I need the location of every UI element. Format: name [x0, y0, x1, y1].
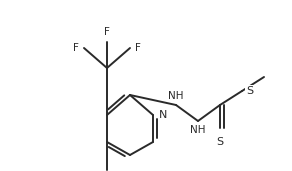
Text: S: S	[246, 86, 253, 96]
Text: F: F	[135, 43, 141, 53]
Text: S: S	[216, 137, 224, 147]
Text: NH: NH	[168, 91, 184, 101]
Text: NH: NH	[190, 125, 206, 135]
Text: F: F	[104, 27, 110, 37]
Text: N: N	[159, 110, 167, 120]
Text: F: F	[73, 43, 79, 53]
